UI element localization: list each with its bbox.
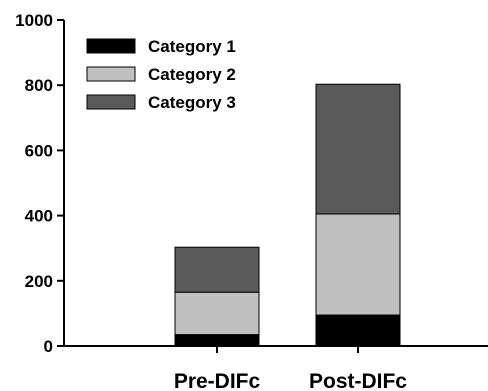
legend: Category 1 Category 2 Category 3 — [86, 37, 236, 112]
bar-segment-3-post — [315, 83, 401, 215]
legend-swatch — [86, 94, 136, 110]
x-tick-label: Post-DIFc — [309, 370, 407, 391]
legend-swatch — [86, 38, 136, 54]
y-tick-label: 400 — [25, 207, 53, 226]
y-tick-label: 200 — [25, 272, 53, 291]
y-tick-label: 600 — [25, 141, 53, 160]
legend-label: Category 2 — [148, 65, 236, 84]
bar-segment-2-post — [315, 213, 401, 316]
bar-segment-2-pre — [174, 291, 260, 336]
x-axis: Pre-DIFc Post-DIFc — [64, 345, 488, 391]
y-tick-label: 800 — [25, 76, 53, 95]
bars — [174, 83, 401, 347]
bar-segment-1-pre — [174, 334, 260, 347]
legend-label: Category 3 — [148, 93, 236, 112]
bar-segment-3-pre — [174, 246, 260, 293]
y-tick-label: 1000 — [15, 11, 53, 30]
y-axis: 0 200 400 600 800 1000 — [15, 11, 65, 356]
y-tick-label: 0 — [44, 337, 53, 356]
legend-label: Category 1 — [148, 37, 236, 56]
legend-swatch — [86, 66, 136, 82]
bar-segment-1-post — [315, 314, 401, 347]
x-tick-label: Pre-DIFc — [174, 370, 261, 391]
